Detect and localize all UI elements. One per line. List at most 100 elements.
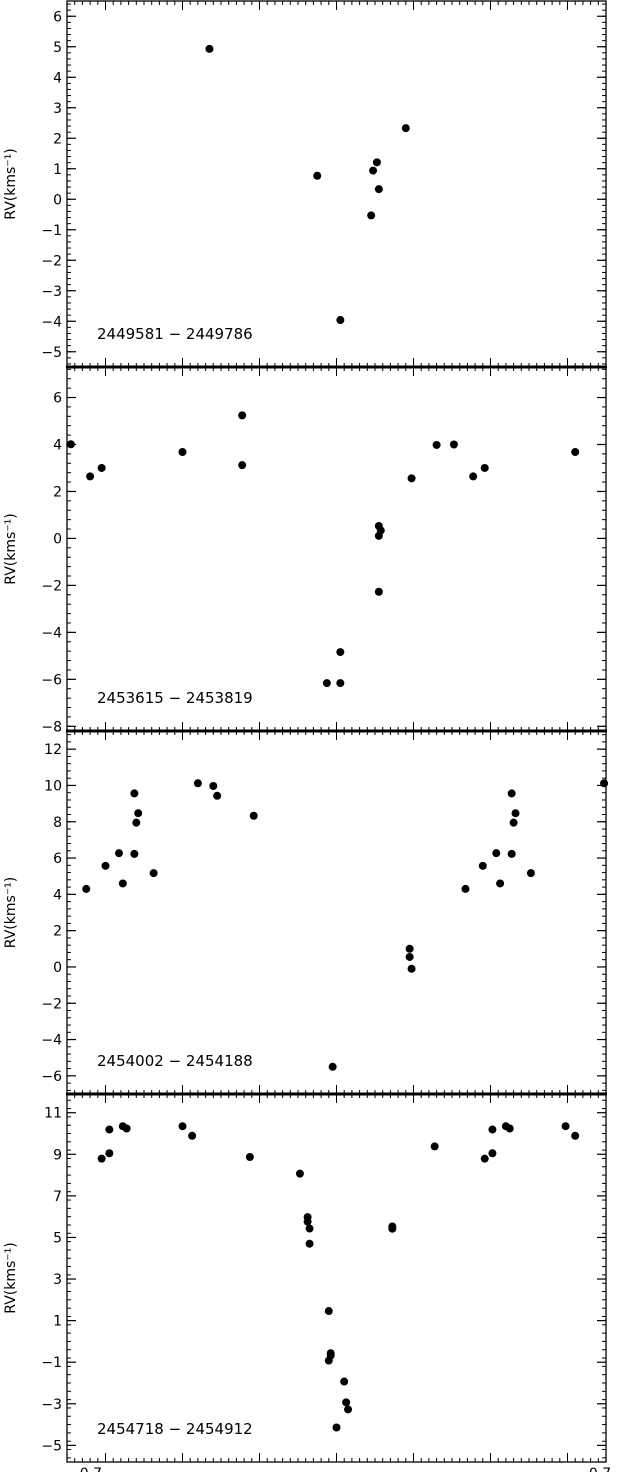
y-tick-label: −6 xyxy=(41,1069,62,1085)
y-tick-label: 11 xyxy=(44,1106,62,1122)
data-point xyxy=(238,461,247,470)
data-point xyxy=(105,1149,114,1158)
y-tick-label: 1 xyxy=(53,162,62,178)
data-point xyxy=(97,463,106,472)
data-point xyxy=(561,1122,570,1131)
data-point xyxy=(101,861,110,870)
panel-1: −5 −4 −3 −2 −1 0 1 2 3 4 5 6 RV(kms⁻¹) 2449581 − 2449… xyxy=(3,0,607,368)
data-point xyxy=(405,952,414,961)
data-point xyxy=(507,849,516,858)
data-point xyxy=(344,1405,353,1414)
y-tick-label: 4 xyxy=(53,887,62,903)
panel-frame xyxy=(66,1093,607,1463)
data-point xyxy=(492,849,501,858)
data-point xyxy=(188,1131,197,1140)
date-range-label: 2454002 − 2454188 xyxy=(97,1052,253,1070)
data-point xyxy=(134,809,143,818)
y-tick-label: 4 xyxy=(53,70,62,86)
data-point xyxy=(205,44,214,53)
data-point xyxy=(295,1169,304,1178)
y-tick-label: 0 xyxy=(53,960,62,976)
y-tick-label: −8 xyxy=(41,719,62,735)
data-point xyxy=(461,884,470,893)
data-point xyxy=(322,679,331,688)
y-axis-label: RV(kms⁻¹) xyxy=(3,1242,19,1314)
data-point xyxy=(571,1131,580,1140)
y-tick-label: 2 xyxy=(53,924,62,940)
y-tick-label: −1 xyxy=(41,1355,62,1371)
y-tick-label: 3 xyxy=(53,1272,62,1288)
data-point xyxy=(305,1224,314,1233)
panel-frame xyxy=(66,0,607,368)
y-axis-label: RV(kms⁻¹) xyxy=(3,513,19,585)
y-tick-label: −3 xyxy=(41,1397,62,1413)
data-point xyxy=(122,1124,131,1133)
y-tick-label: 1 xyxy=(53,1314,62,1330)
y-tick-label: 7 xyxy=(53,1189,62,1205)
date-range-label: 2453615 − 2453819 xyxy=(97,689,253,707)
y-tick-label: 2 xyxy=(53,484,62,500)
data-point xyxy=(480,463,489,472)
data-point xyxy=(507,789,516,798)
y-tick-label: 6 xyxy=(53,391,62,407)
y-axis-label: RV(kms⁻¹) xyxy=(3,148,19,220)
data-point xyxy=(82,884,91,893)
y-tick-label: 2 xyxy=(53,131,62,147)
data-point xyxy=(449,440,458,449)
data-point xyxy=(369,166,378,175)
data-point xyxy=(374,185,383,194)
data-point xyxy=(149,869,158,878)
y-tick-label: 8 xyxy=(53,815,62,831)
data-point xyxy=(407,474,416,483)
data-point xyxy=(178,448,187,457)
y-tick-label: −5 xyxy=(41,345,62,361)
y-tick-label: 4 xyxy=(53,437,62,453)
data-point xyxy=(600,779,609,788)
panel-4: −5 −3 −1 1 3 5 7 9 11 RV(kms⁻¹) 2454718 − 2454912 −… xyxy=(3,1093,611,1472)
y-tick-label: 12 xyxy=(44,742,62,758)
data-point xyxy=(328,1062,337,1071)
data-point xyxy=(178,1122,187,1131)
data-point xyxy=(401,124,410,133)
data-point xyxy=(132,818,141,827)
y-tick-label: −2 xyxy=(41,253,62,269)
data-point xyxy=(336,316,345,325)
y-tick-label: −5 xyxy=(41,1438,62,1454)
date-range-label: 2449581 − 2449786 xyxy=(97,325,253,343)
data-point xyxy=(469,472,478,481)
data-point xyxy=(432,440,441,449)
y-tick-label: −4 xyxy=(41,625,62,641)
data-point xyxy=(372,158,381,167)
data-point xyxy=(213,791,222,800)
data-point xyxy=(86,472,95,481)
data-point xyxy=(407,964,416,973)
data-point xyxy=(324,1307,333,1316)
data-point xyxy=(342,1398,351,1407)
data-point xyxy=(526,869,535,878)
data-point xyxy=(305,1239,314,1248)
data-point xyxy=(238,411,247,420)
y-tick-label: −2 xyxy=(41,996,62,1012)
data-point xyxy=(118,879,127,888)
data-point xyxy=(488,1125,497,1134)
data-point xyxy=(336,679,345,688)
data-point xyxy=(480,1154,489,1163)
y-tick-label: 0 xyxy=(53,531,62,547)
date-range-label: 2454718 − 2454912 xyxy=(97,1420,253,1438)
data-point xyxy=(430,1142,439,1151)
data-point xyxy=(245,1152,254,1161)
data-point xyxy=(505,1124,514,1133)
y-tick-label: 6 xyxy=(53,851,62,867)
panel-2: −8 −6 −4 −2 0 2 4 6 RV(kms⁻¹) 2453615 − 2453819 xyxy=(3,366,607,735)
data-point xyxy=(97,1154,106,1163)
data-point xyxy=(105,1125,114,1134)
data-point xyxy=(496,879,505,888)
data-point xyxy=(193,779,202,788)
x-tick-label: 0.7 xyxy=(589,1466,611,1472)
panel-frame xyxy=(66,730,607,1095)
data-point xyxy=(336,648,345,657)
data-point xyxy=(130,849,139,858)
y-tick-label: −4 xyxy=(41,314,62,330)
data-point xyxy=(405,944,414,953)
